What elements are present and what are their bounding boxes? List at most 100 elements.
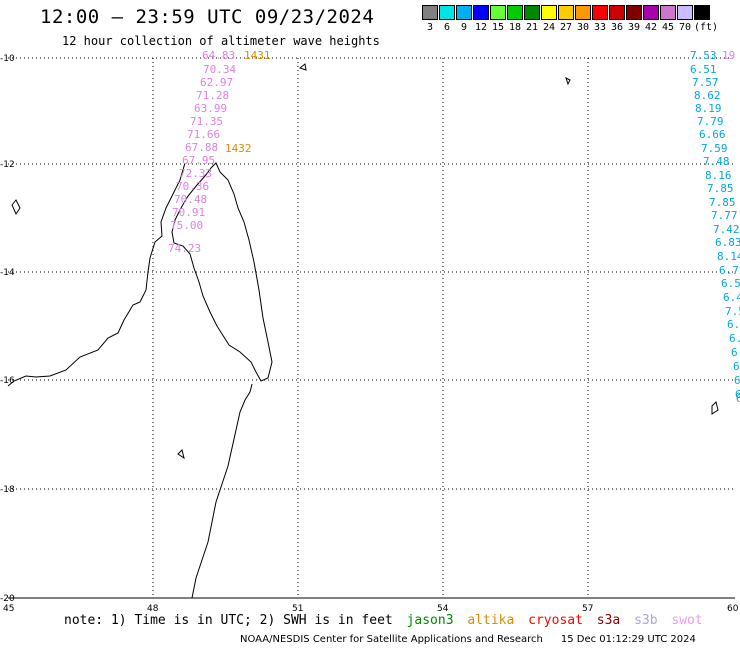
track-time-label: 1432 — [225, 142, 252, 155]
legend-label: 18 — [508, 22, 522, 33]
swh-label: 62.97 — [200, 76, 233, 89]
legend-label: 42 — [644, 22, 658, 33]
aldabra-island — [298, 63, 307, 71]
swh-label: 6.66 — [699, 128, 726, 141]
legend-swatch — [643, 5, 659, 20]
swh-label: 6. — [733, 360, 740, 373]
swh-label: 6.3 — [727, 318, 740, 331]
swh-label: 7.59 — [701, 142, 728, 155]
satellite-altika-label: altika — [467, 613, 515, 628]
legend-swatch — [592, 5, 608, 20]
legend-label: 21 — [525, 22, 539, 33]
swh-label: 71.35 — [190, 115, 223, 128]
swh-label: 6 — [734, 374, 740, 387]
legend-swatch — [490, 5, 506, 20]
swh-label: 7.5 — [725, 305, 740, 318]
map-title: 12:00 — 23:59 UTC 09/23/2024 — [40, 6, 375, 28]
swh-label: 6 — [735, 388, 740, 401]
satellite-s3b-label: s3b — [634, 613, 658, 628]
track-time-label: 1431 — [244, 49, 271, 62]
cyan-track: 7.53 19 6.51 7.57 8.62 8.19 7.79 6.66 7.… — [690, 49, 740, 405]
swh-label: 7.57 — [692, 76, 719, 89]
swh-label: 7.85 — [707, 182, 734, 195]
swh-label: 6. — [731, 346, 740, 359]
swh-label: 71.66 — [187, 128, 220, 141]
lon-label: 57 — [582, 604, 593, 614]
map-subtitle: 12 hour collection of altimeter wave hei… — [62, 34, 380, 48]
swh-label: 6.51 — [690, 63, 717, 76]
lon-label: 48 — [147, 604, 159, 614]
map-gridlines — [8, 57, 735, 598]
legend-unit-label: (ft) — [694, 22, 719, 33]
swh-label: 7.85 — [709, 196, 736, 209]
legend-swatch — [677, 5, 693, 20]
swh-label: 70.91 — [172, 206, 205, 219]
europa-island — [177, 449, 185, 460]
mauritius-island — [711, 401, 719, 415]
legend-swatch — [473, 5, 489, 20]
legend-swatch — [626, 5, 642, 20]
swh-label: 70.34 — [203, 63, 236, 76]
swh-label: 8.62 — [694, 89, 721, 102]
legend-swatch — [541, 5, 557, 20]
swh-label: 75.00 — [170, 219, 203, 232]
swh-label: 67.95 — [182, 154, 215, 167]
swh-label: 6.59 — [721, 277, 740, 290]
lat-label: -18 — [0, 485, 15, 495]
legend-label: 9 — [460, 22, 468, 33]
legend-label: 6 — [443, 22, 451, 33]
lon-label: 51 — [292, 604, 303, 614]
swh-label: 64.83 — [202, 49, 235, 62]
swh-label: 8.16 — [705, 169, 732, 182]
swh-label: 8.14 — [717, 250, 740, 263]
legend-label: 45 — [661, 22, 675, 33]
legend-label: 70 — [678, 22, 692, 33]
mozambique-coastline — [191, 383, 253, 599]
lat-label: -10 — [0, 54, 15, 64]
africa-coastline — [7, 162, 186, 387]
swh-label: 6.4 — [723, 291, 740, 304]
swh-label: 71.28 — [196, 89, 229, 102]
lat-label: -14 — [0, 268, 15, 278]
swh-label: 7.79 — [697, 115, 724, 128]
credit-timestamp: 15 Dec 01:12:29 UTC 2024 — [560, 634, 696, 645]
swh-label: 6.83 — [715, 236, 740, 249]
legend-swatch — [694, 5, 710, 20]
satellite-cryosat-label: cryosat — [528, 613, 583, 628]
swh-label: 74.23 — [168, 242, 201, 255]
legend-swatch — [524, 5, 540, 20]
legend-swatch — [507, 5, 523, 20]
legend-label: 39 — [627, 22, 641, 33]
legend-label: 24 — [542, 22, 556, 33]
swh-label: 72.33 — [179, 167, 212, 180]
lon-label: 54 — [437, 604, 449, 614]
credit-org: NOAA/NESDIS Center for Satellite Applica… — [240, 634, 543, 645]
legend-swatch — [456, 5, 472, 20]
credit-line: NOAA/NESDIS Center for Satellite Applica… — [240, 634, 696, 645]
swh-label: 67.88 — [185, 141, 218, 154]
swh-label: 70.36 — [176, 180, 209, 193]
reunion-island — [565, 77, 571, 86]
lon-label: 60 — [727, 604, 739, 614]
footnote-text: note: 1) Time is in UTC; 2) SWH is in fe… — [64, 613, 393, 628]
coastlines — [7, 63, 719, 599]
legend-label: 3 — [426, 22, 434, 33]
swot-track: 64.83 70.34 62.97 71.28 63.99 71.35 71.6… — [168, 49, 271, 255]
lat-label: -16 — [0, 376, 15, 386]
legend-label: 30 — [576, 22, 590, 33]
swh-label: 8.19 — [695, 102, 722, 115]
lat-label: -12 — [0, 160, 15, 170]
madagascar-coastline — [171, 162, 273, 382]
legend-swatch — [422, 5, 438, 20]
footnote: note: 1) Time is in UTC; 2) SWH is in fe… — [64, 613, 709, 628]
swh-label: 7.53 — [690, 49, 717, 62]
legend-label: 15 — [491, 22, 505, 33]
legend-label: 36 — [610, 22, 624, 33]
swh-label: 70.48 — [174, 193, 207, 206]
legend-label: 12 — [474, 22, 488, 33]
lat-label: -20 — [0, 594, 15, 604]
legend-swatch — [558, 5, 574, 20]
legend-swatch — [575, 5, 591, 20]
legend-swatch — [609, 5, 625, 20]
